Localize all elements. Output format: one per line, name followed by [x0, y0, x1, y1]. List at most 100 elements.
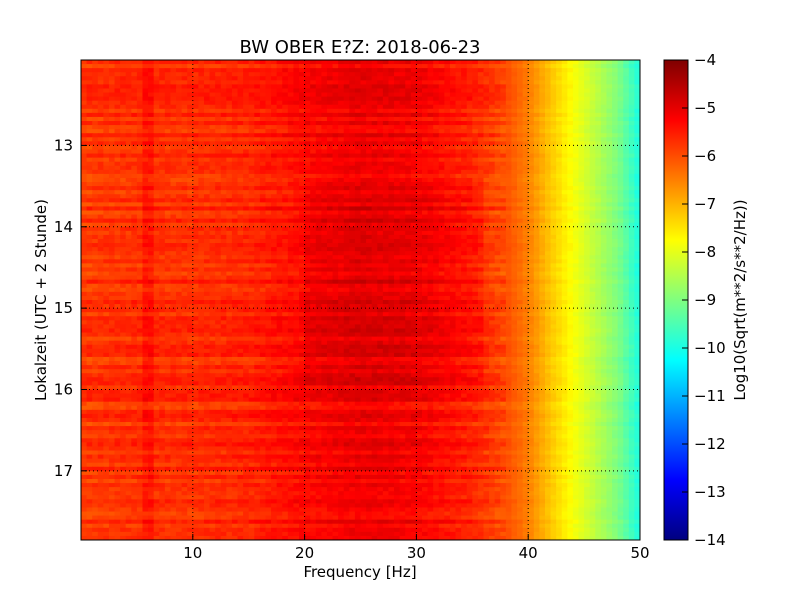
heatmap-cell — [287, 141, 295, 147]
heatmap-cell — [248, 210, 255, 216]
heatmap-cell — [405, 198, 412, 204]
heatmap-cell — [237, 206, 244, 212]
heatmap-cell — [265, 72, 272, 77]
heatmap-cell — [606, 129, 613, 134]
heatmap-cell — [338, 198, 345, 204]
heatmap-cell — [343, 173, 351, 179]
heatmap-cell — [254, 255, 261, 261]
heatmap-cell — [81, 165, 88, 171]
heatmap-cell — [332, 129, 339, 134]
heatmap-cell — [595, 255, 602, 261]
heatmap-cell — [153, 222, 160, 228]
heatmap-cell — [371, 165, 378, 171]
heatmap-cell — [315, 133, 323, 138]
heatmap-cell — [528, 230, 535, 236]
heatmap-cell — [332, 157, 339, 163]
heatmap-cell — [405, 88, 412, 94]
heatmap-cell — [181, 202, 188, 208]
heatmap-cell — [170, 259, 177, 265]
heatmap-cell — [360, 169, 367, 175]
heatmap-cell — [578, 169, 585, 175]
heatmap-cell — [142, 251, 149, 256]
heatmap-cell — [617, 96, 624, 102]
heatmap-cell — [343, 137, 351, 143]
heatmap-cell — [360, 161, 367, 167]
heatmap-cell — [153, 226, 160, 232]
heatmap-cell — [114, 145, 121, 151]
heatmap-cell — [92, 133, 99, 138]
heatmap-cell — [399, 60, 406, 65]
heatmap-cell — [444, 169, 451, 175]
heatmap-cell — [421, 182, 429, 187]
heatmap-cell — [209, 68, 216, 73]
heatmap-cell — [617, 145, 624, 151]
heatmap-cell — [606, 177, 613, 183]
heatmap-cell — [343, 238, 351, 244]
heatmap-cell — [198, 84, 205, 90]
heatmap-cell — [299, 255, 306, 261]
heatmap-cell — [623, 169, 630, 175]
heatmap-cell — [86, 157, 93, 163]
heatmap-cell — [522, 198, 529, 204]
heatmap-cell — [366, 125, 373, 130]
heatmap-cell — [276, 259, 283, 265]
heatmap-cell — [366, 96, 373, 102]
heatmap-cell — [399, 230, 406, 236]
heatmap-cell — [310, 238, 317, 244]
heatmap-cell — [142, 169, 149, 175]
heatmap-cell — [600, 194, 608, 200]
heatmap-cell — [92, 68, 99, 73]
heatmap-cell — [556, 259, 563, 265]
heatmap-cell — [561, 145, 569, 151]
heatmap-cell — [405, 222, 412, 228]
heatmap-cell — [511, 68, 518, 73]
heatmap-cell — [226, 84, 233, 90]
heatmap-cell — [349, 165, 356, 171]
heatmap-cell — [164, 60, 172, 65]
heatmap-cell — [86, 222, 93, 228]
heatmap-cell — [500, 108, 507, 114]
heatmap-cell — [382, 218, 390, 224]
heatmap-cell — [544, 238, 552, 244]
heatmap-cell — [556, 243, 563, 248]
heatmap-cell — [299, 173, 306, 179]
heatmap-cell — [505, 153, 513, 159]
heatmap-cell — [254, 137, 261, 143]
heatmap-cell — [600, 133, 608, 138]
heatmap-cell — [612, 149, 619, 155]
heatmap-cell — [81, 198, 88, 204]
heatmap-cell — [354, 153, 362, 159]
heatmap-cell — [589, 190, 596, 195]
heatmap-cell — [539, 80, 546, 86]
heatmap-cell — [108, 84, 116, 90]
heatmap-cell — [421, 112, 429, 118]
heatmap-cell — [187, 251, 194, 256]
heatmap-cell — [589, 177, 596, 183]
heatmap-cell — [528, 186, 535, 191]
heatmap-cell — [310, 218, 317, 224]
heatmap-cell — [103, 133, 110, 138]
heatmap-cell — [556, 190, 563, 195]
heatmap-cell — [544, 149, 552, 155]
heatmap-cell — [349, 157, 356, 163]
heatmap-cell — [181, 173, 188, 179]
heatmap-cell — [489, 218, 496, 224]
heatmap-cell — [332, 222, 339, 228]
heatmap-cell — [215, 182, 222, 187]
heatmap-cell — [500, 112, 507, 118]
heatmap-cell — [259, 137, 267, 143]
heatmap-cell — [125, 129, 133, 134]
heatmap-cell — [187, 194, 194, 200]
heatmap-cell — [494, 182, 501, 187]
heatmap-cell — [405, 173, 412, 179]
heatmap-cell — [148, 129, 155, 134]
heatmap-cell — [556, 80, 563, 86]
heatmap-cell — [416, 161, 423, 167]
heatmap-cell — [539, 190, 546, 195]
heatmap-cell — [142, 177, 149, 183]
heatmap-cell — [444, 88, 451, 94]
heatmap-cell — [248, 234, 255, 240]
heatmap-cell — [103, 238, 110, 244]
heatmap-cell — [226, 76, 233, 82]
heatmap-cell — [634, 100, 640, 106]
